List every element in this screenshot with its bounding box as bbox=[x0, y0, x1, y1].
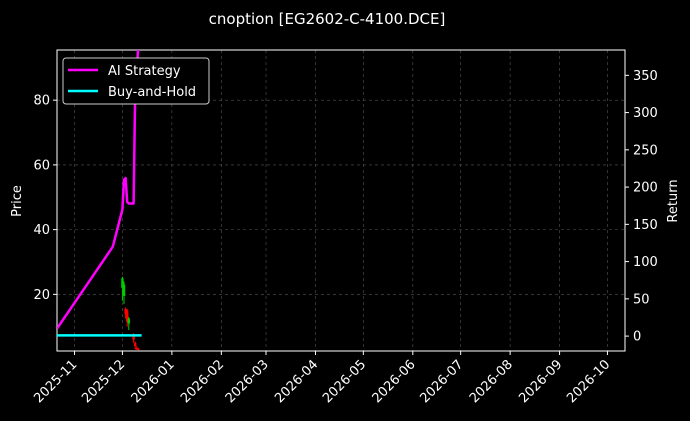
candle-body bbox=[127, 318, 130, 324]
y-tick-label-right: 350 bbox=[633, 69, 658, 84]
candle-body bbox=[126, 310, 129, 322]
x-tick-label: 2026-05 bbox=[320, 357, 369, 406]
candle-body bbox=[122, 284, 126, 296]
y-tick-label-left: 80 bbox=[33, 94, 50, 109]
y-tick-label-left: 20 bbox=[33, 288, 50, 303]
legend: AI Strategy Buy-and-Hold bbox=[62, 57, 210, 105]
candle-body bbox=[124, 308, 127, 314]
legend-label-buy-and-hold: Buy-and-Hold bbox=[108, 85, 196, 100]
x-tick-label: 2025-11 bbox=[31, 357, 80, 406]
y-tick-label-right: 150 bbox=[633, 218, 658, 233]
x-tick-label: 2026-03 bbox=[223, 357, 272, 406]
legend-label-ai-strategy: AI Strategy bbox=[108, 64, 181, 79]
candle-body bbox=[135, 347, 138, 350]
y-tick-label-right: 300 bbox=[633, 106, 658, 121]
x-tick-label: 2026-07 bbox=[417, 357, 466, 406]
y-tick-label-right: 0 bbox=[633, 330, 641, 345]
x-tick-label: 2026-10 bbox=[564, 357, 613, 406]
candle-body bbox=[137, 348, 140, 350]
chart-title: cnoption [EG2602-C-4100.DCE] bbox=[209, 10, 446, 28]
y-axis-label-left: Price bbox=[10, 185, 25, 217]
y-tick-label-right: 50 bbox=[633, 292, 650, 307]
x-tick-label: 2026-09 bbox=[516, 357, 565, 406]
candle-body bbox=[121, 278, 124, 288]
series-line-ai-strategy bbox=[57, 50, 140, 330]
y-tick-label-right: 100 bbox=[633, 255, 658, 270]
y-axis-label-right: Return bbox=[666, 179, 681, 222]
x-tick-label: 2026-02 bbox=[178, 357, 227, 406]
y-tick-label-left: 40 bbox=[33, 223, 50, 238]
x-tick-label: 2025-12 bbox=[79, 357, 128, 406]
y-tick-label-right: 250 bbox=[633, 143, 658, 158]
y-tick-label-right: 200 bbox=[633, 181, 658, 196]
legend-box bbox=[62, 57, 210, 105]
x-tick-label: 2026-06 bbox=[370, 357, 419, 406]
candle-body bbox=[132, 334, 135, 340]
y-tick-label-left: 60 bbox=[33, 158, 50, 173]
plot-frame bbox=[56, 49, 626, 352]
candle-body bbox=[133, 342, 137, 347]
x-tick-label: 2026-01 bbox=[129, 357, 178, 406]
x-tick-label: 2026-04 bbox=[272, 357, 321, 406]
x-tick-label: 2026-08 bbox=[467, 357, 516, 406]
